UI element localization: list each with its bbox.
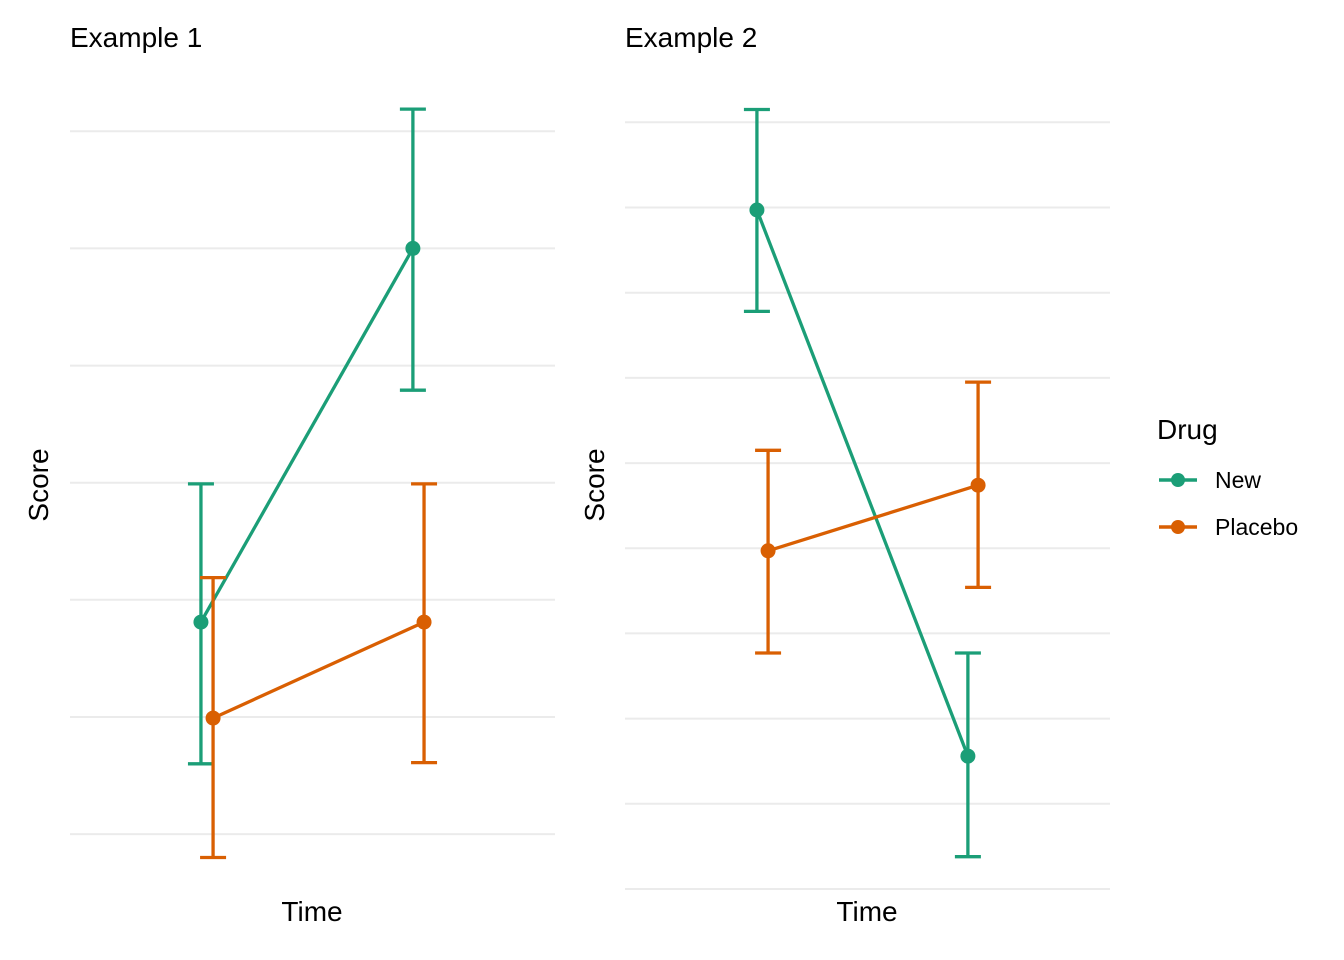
- data-point: [749, 202, 765, 218]
- data-point: [205, 710, 221, 726]
- legend: Drug New Placebo: [1157, 415, 1298, 544]
- panel-2: [625, 107, 1110, 890]
- legend-key-placebo-icon: [1159, 520, 1197, 534]
- legend-title: Drug: [1157, 414, 1218, 445]
- panel1-title: Example 1: [70, 22, 203, 53]
- legend-key-dot: [1171, 473, 1185, 487]
- legend-label-placebo: Placebo: [1215, 513, 1299, 540]
- series-new: [743, 107, 981, 859]
- legend-key-new-icon: [1159, 473, 1197, 487]
- panel-1: [70, 107, 555, 860]
- series-placebo: [755, 380, 992, 655]
- data-point: [405, 240, 421, 256]
- panel2-title: Example 2: [625, 22, 758, 53]
- series-line: [755, 209, 970, 757]
- panel1-x-axis-title: Time: [281, 896, 343, 927]
- legend-label-new: New: [1215, 466, 1262, 493]
- series-line: [199, 247, 415, 623]
- legend-key-dot: [1171, 520, 1185, 534]
- series-new: [187, 107, 426, 766]
- data-point: [760, 543, 776, 559]
- legend-item-placebo: Placebo: [1157, 510, 1298, 544]
- panel2-x-axis-title: Time: [836, 896, 898, 927]
- series-line: [212, 620, 425, 720]
- panel2-y-axis-title: Score: [579, 448, 610, 522]
- data-point: [193, 614, 209, 630]
- panel1-y-axis-title: Score: [23, 448, 54, 522]
- series-placebo: [200, 482, 438, 860]
- series-line: [767, 483, 979, 553]
- legend-item-new: New: [1157, 463, 1298, 497]
- data-point: [960, 748, 976, 764]
- data-point: [970, 477, 986, 493]
- data-point: [416, 614, 432, 630]
